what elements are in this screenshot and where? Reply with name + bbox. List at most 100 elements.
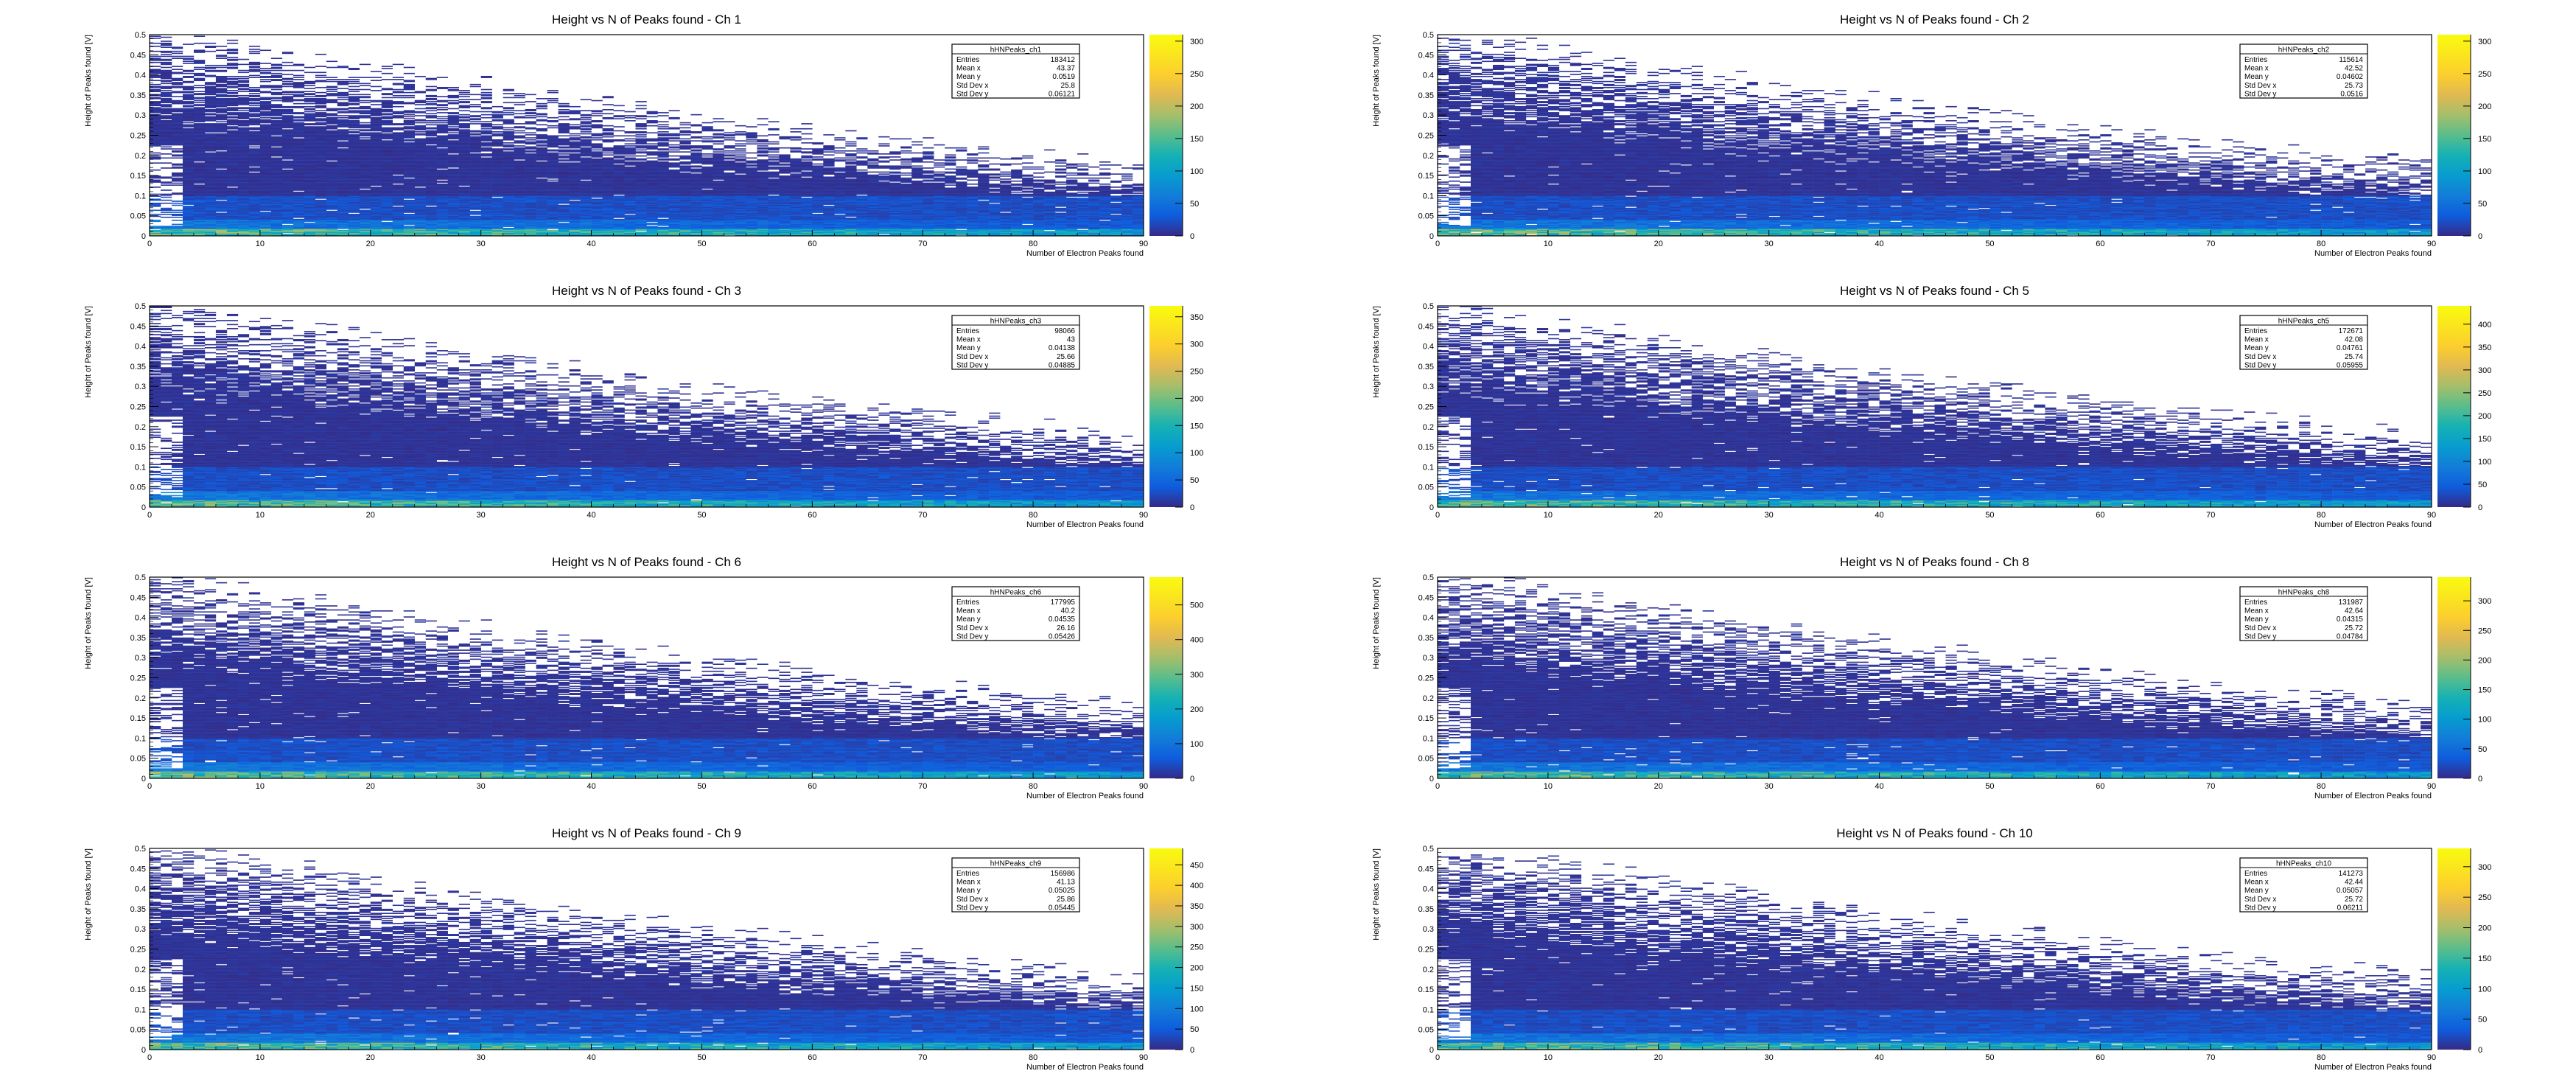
heatmap-cell (194, 93, 205, 94)
heatmap-cell (536, 136, 547, 138)
heatmap-cell (448, 170, 459, 172)
heatmap-cell (304, 111, 315, 113)
heatmap-cell (393, 211, 404, 212)
heatmap-cell (547, 230, 559, 231)
heatmap-cell (315, 139, 326, 141)
heatmap-cell (194, 183, 205, 184)
heatmap-cell (570, 176, 581, 178)
heatmap-cell (382, 203, 393, 205)
heatmap-cell (172, 123, 183, 125)
heatmap-cell (194, 80, 205, 81)
heatmap-cell (326, 126, 337, 128)
heatmap-cell (205, 147, 216, 149)
heatmap-cell (459, 124, 470, 125)
heatmap-cell (415, 139, 426, 140)
heatmap-cell (194, 181, 205, 182)
heatmap-cell (326, 167, 337, 169)
heatmap-cell (150, 89, 161, 91)
heatmap-cell (227, 198, 238, 199)
heatmap-cell (238, 113, 249, 114)
heatmap-cell (304, 231, 315, 232)
heatmap-cell (382, 159, 393, 161)
heatmap-cell (404, 165, 415, 167)
heatmap-cell (205, 189, 216, 191)
heatmap-cell (547, 176, 559, 178)
heatmap-cell (227, 43, 238, 44)
heatmap-cell (216, 224, 227, 226)
heatmap-cell (293, 96, 304, 97)
heatmap-cell (326, 117, 337, 119)
heatmap-cell (249, 89, 260, 91)
heatmap-cell (360, 216, 371, 217)
heatmap-cell (437, 211, 448, 212)
heatmap-cell (492, 225, 503, 226)
heatmap-cell (293, 222, 304, 223)
heatmap-cell (547, 145, 559, 147)
heatmap-cell (437, 109, 448, 111)
heatmap-cell (326, 222, 337, 223)
heatmap-cell (205, 76, 216, 77)
heatmap-cell (481, 222, 492, 223)
heatmap-cell (570, 219, 581, 220)
heatmap-cell (470, 159, 481, 161)
heatmap-cell (315, 203, 326, 205)
heatmap-cell (371, 216, 382, 217)
heatmap-cell (205, 46, 216, 48)
heatmap-cell (216, 210, 227, 212)
heatmap-cell (238, 159, 249, 161)
heatmap-cell (282, 203, 293, 205)
heatmap-cell (536, 222, 547, 223)
heatmap-cell (150, 205, 161, 206)
heatmap-cell (238, 130, 249, 132)
heatmap-cell (470, 161, 481, 162)
heatmap-cell (249, 51, 260, 52)
heatmap-cell (249, 186, 260, 188)
heatmap-cell (216, 126, 227, 128)
heatmap-cell (227, 176, 238, 178)
heatmap-cell (559, 147, 570, 149)
heatmap-cell (271, 89, 282, 91)
heatmap-cell (161, 123, 172, 125)
heatmap-cell (216, 225, 227, 226)
heatmap-cell (172, 220, 183, 221)
heatmap-cell (304, 106, 315, 108)
heatmap-cell (459, 192, 470, 194)
heatmap-cell (150, 226, 161, 227)
heatmap-cell (470, 173, 481, 175)
heatmap-cell (382, 123, 393, 125)
heatmap-cell (459, 216, 470, 217)
heatmap-cell (349, 68, 360, 69)
heatmap-cell (371, 136, 382, 138)
heatmap-cell (415, 122, 426, 124)
heatmap-cell (161, 96, 172, 97)
heatmap-cell (304, 91, 315, 92)
heatmap-cell (293, 165, 304, 167)
heatmap-cell (349, 210, 360, 212)
heatmap-cell (481, 195, 492, 196)
heatmap-cell (238, 180, 249, 181)
heatmap-cell (559, 228, 570, 229)
heatmap-cell (304, 119, 315, 121)
heatmap-cell (437, 122, 448, 124)
heatmap-cell (559, 195, 570, 196)
heatmap-cell (382, 124, 393, 125)
heatmap-cell (227, 181, 238, 182)
heatmap-cell (227, 123, 238, 125)
heatmap-cell (205, 222, 216, 223)
heatmap-cell (514, 97, 525, 99)
heatmap-cell (525, 186, 536, 188)
heatmap-cell (503, 153, 514, 155)
heatmap-cell (304, 148, 315, 150)
heatmap-cell (282, 195, 293, 196)
heatmap-cell (360, 180, 371, 181)
heatmap-cell (326, 79, 337, 80)
heatmap-cell (194, 87, 205, 88)
heatmap-cell (481, 175, 492, 176)
heatmap-cell (514, 195, 525, 196)
heatmap-cell (426, 199, 437, 200)
heatmap-cell (525, 165, 536, 167)
heatmap-cell (559, 176, 570, 178)
heatmap-cell (260, 142, 271, 144)
heatmap-cell (337, 162, 349, 164)
heatmap-cell (293, 192, 304, 194)
